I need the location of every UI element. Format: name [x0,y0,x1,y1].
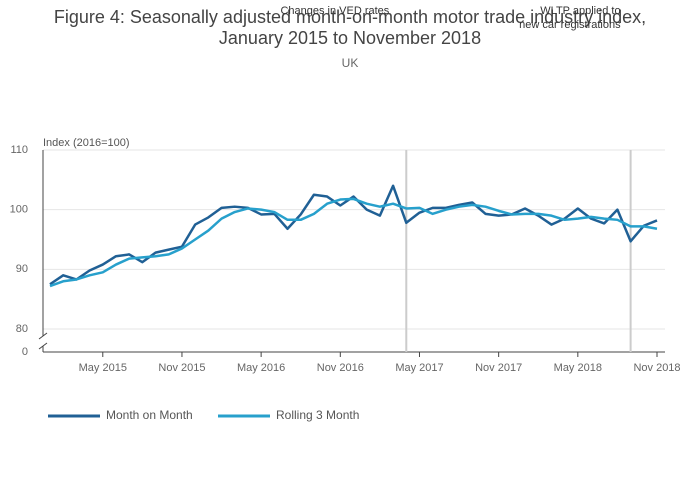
x-tick-label: Nov 2018 [633,362,680,374]
axis-break [38,342,48,350]
annotation-text: Changes in VED rates [280,5,389,17]
y-tick-label: 110 [10,144,28,156]
y-tick-label: 100 [10,204,28,216]
annotation-text: WLTP applied to [540,5,620,17]
chart-subtitle: UK [342,56,359,70]
chart-title: January 2015 to November 2018 [219,28,481,48]
x-tick-label: May 2015 [79,362,127,374]
y-tick-label: 90 [16,263,28,275]
x-tick-label: May 2017 [395,362,443,374]
x-tick-label: Nov 2017 [475,362,522,374]
legend-label: Rolling 3 Month [276,408,359,422]
y-tick-label: 0 [22,346,28,358]
x-tick-label: May 2016 [237,362,285,374]
chart-title: Figure 4: Seasonally adjusted month-on-m… [54,7,646,27]
series-line [49,197,658,288]
x-tick-label: Nov 2016 [317,362,364,374]
annotation-text: new car registrations [519,19,621,31]
x-tick-label: May 2018 [554,362,602,374]
y-axis-label: Index (2016=100) [43,137,130,149]
legend-label: Month on Month [106,408,193,422]
x-tick-label: Nov 2015 [158,362,205,374]
axis-break [38,332,48,340]
y-tick-label: 80 [16,323,28,335]
